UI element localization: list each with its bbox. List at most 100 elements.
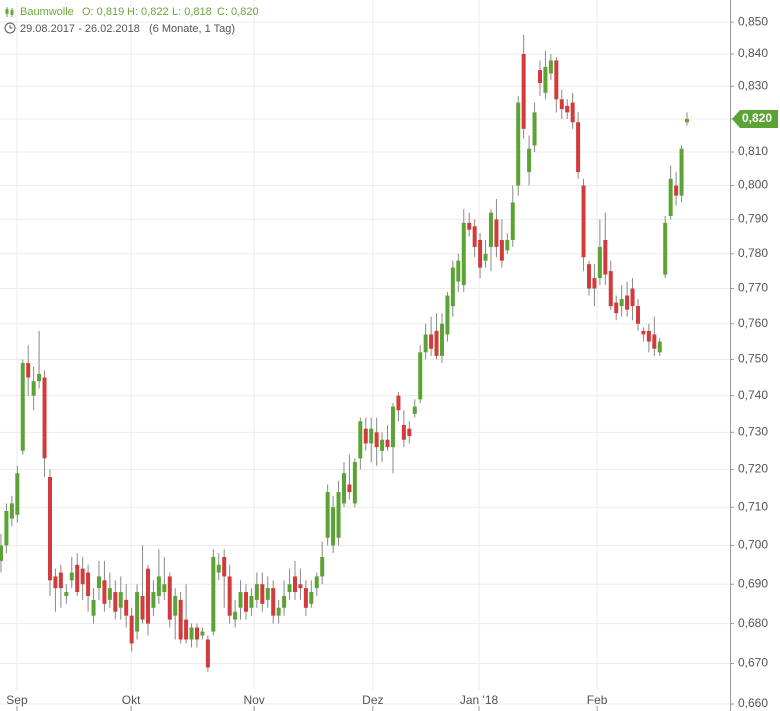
candle-body (439, 323, 444, 356)
y-tick-label: 0,770 (738, 281, 768, 295)
candles (0, 34, 689, 672)
candle-body (652, 334, 657, 349)
candle-body (167, 576, 172, 620)
candle-body (456, 260, 461, 282)
candle-body (347, 484, 352, 493)
candle-body (86, 572, 91, 596)
candle-body (135, 592, 140, 632)
candle-body (478, 239, 483, 268)
candle-body (363, 428, 368, 444)
x-tick-label: Nov (243, 693, 264, 707)
candle-body (554, 60, 559, 100)
y-tick-label: 0,700 (738, 538, 768, 552)
last-price-label: 0,820 (742, 111, 772, 125)
candle-body (20, 363, 25, 451)
candle-body (260, 584, 265, 604)
candle-body (663, 222, 668, 275)
candle-body (499, 239, 504, 261)
candle-body (505, 239, 510, 251)
candle-body (592, 278, 597, 289)
candle-body (178, 599, 183, 640)
candle-body (331, 507, 336, 546)
candle-body (64, 592, 69, 596)
ohlc-label: C: 0,820 (217, 6, 259, 18)
candle-body (238, 592, 243, 608)
candle-body (619, 299, 624, 307)
candle-body (309, 592, 314, 604)
y-tick-label: 0,800 (738, 178, 768, 192)
candle-body (374, 432, 379, 448)
grid (0, 0, 730, 705)
candle-body (674, 185, 679, 196)
y-tick-label: 0,750 (738, 352, 768, 366)
candle-body (254, 584, 259, 600)
candle-body (380, 439, 385, 451)
candle-body (314, 576, 319, 589)
candle-body (233, 611, 238, 620)
candle-body (292, 576, 297, 593)
y-tick-label: 0,740 (738, 388, 768, 402)
candle-body (412, 406, 417, 414)
candle-body (543, 66, 548, 93)
candle-body (37, 373, 42, 382)
x-tick-label: Jan '18 (460, 693, 499, 707)
y-tick-label: 0,830 (738, 78, 768, 92)
candle-body (684, 118, 689, 123)
candle-body (91, 599, 96, 616)
candle-body (423, 334, 428, 353)
candle-body (271, 588, 276, 616)
candle-body (325, 492, 330, 538)
candle-body (494, 219, 499, 247)
candle-body (320, 557, 325, 577)
candle-body (287, 584, 292, 593)
series-name: Baumwolle (20, 6, 74, 18)
candle-body (418, 352, 423, 400)
ohlc-label: O: 0,819 (82, 6, 124, 18)
candle-body (559, 99, 564, 110)
candle-icon (5, 7, 14, 17)
candle-body (26, 363, 31, 378)
candle-body (69, 572, 74, 581)
candle-body (532, 112, 537, 146)
y-tick-label: 0,660 (738, 696, 768, 710)
candle-body (249, 595, 254, 608)
candle-body (472, 226, 477, 247)
candle-body (516, 102, 521, 186)
y-tick-label: 0,840 (738, 46, 768, 60)
candle-body (597, 246, 602, 279)
candle-body (9, 503, 14, 519)
candle-body (53, 576, 58, 589)
y-tick-label: 0,670 (738, 656, 768, 670)
candle-body (276, 607, 281, 616)
x-tick-label: Dez (362, 693, 383, 707)
last-price-badge (732, 109, 778, 128)
candle-body (537, 70, 542, 84)
x-tick-label: Okt (122, 693, 141, 707)
candle-body (646, 330, 651, 342)
candle-body (222, 557, 227, 577)
candle-body (194, 627, 199, 640)
candle-body (614, 302, 619, 314)
candle-body (173, 595, 178, 616)
candle-body (576, 122, 581, 173)
candle-body (603, 239, 608, 275)
y-tick-label: 0,710 (738, 499, 768, 513)
y-tick-label: 0,720 (738, 462, 768, 476)
y-tick-label: 0,780 (738, 246, 768, 260)
candle-body (641, 330, 646, 335)
candle-body (31, 381, 36, 396)
candle-body (145, 568, 150, 624)
candle-body (15, 473, 20, 515)
candle-body (461, 222, 466, 286)
candle-body (102, 580, 107, 604)
candle-body (434, 330, 439, 356)
candle-body (162, 584, 167, 593)
candle-body (521, 54, 526, 129)
candle-body (118, 592, 123, 608)
y-tick-label: 0,680 (738, 616, 768, 630)
candle-body (189, 627, 194, 640)
candle-body (635, 306, 640, 324)
candle-body (58, 572, 63, 589)
candle-body (298, 584, 303, 589)
